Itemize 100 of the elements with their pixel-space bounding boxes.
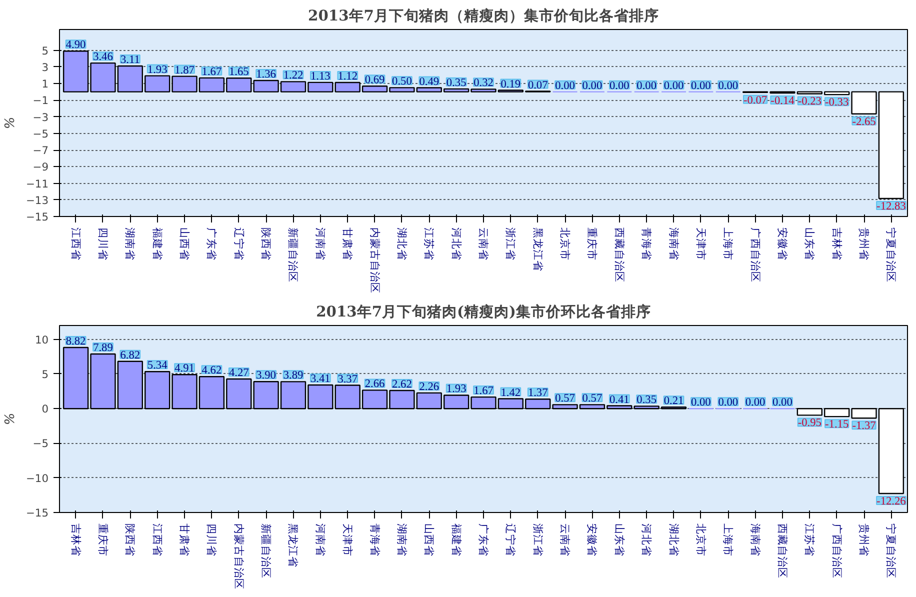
data-label: 0.00: [718, 396, 738, 409]
x-tick-label: 甘肃省: [341, 228, 354, 260]
x-tick-label: 青海省: [368, 524, 382, 556]
y-tick-label: 5: [42, 44, 48, 58]
x-tick-label: 海南省: [748, 524, 762, 556]
x-tick-label: 山西省: [422, 524, 436, 556]
x-tick-label: 浙江省: [531, 524, 544, 556]
y-tick-label: −3: [32, 110, 49, 124]
data-label: 1.22: [283, 70, 304, 82]
x-tick-label: 广东省: [205, 228, 218, 260]
x-tick-label: 北京市: [694, 524, 708, 556]
data-label: 3.89: [283, 370, 304, 382]
data-label: 4.90: [66, 39, 86, 52]
data-label: 4.62: [202, 364, 222, 377]
data-label: -12.83: [876, 200, 906, 212]
x-tick-label: 黑龙江省: [286, 524, 300, 568]
x-tick-label: 云南省: [477, 228, 490, 260]
y-tick-label: −11: [26, 177, 49, 190]
y-tick-label: 10: [34, 333, 49, 346]
data-label: 1.65: [228, 66, 250, 78]
x-tick-label: 贵州省: [858, 228, 871, 260]
x-tick-label: 山西省: [178, 228, 192, 260]
data-label: -0.33: [825, 96, 849, 109]
data-label: 1.13: [310, 70, 331, 82]
x-tick-label: 上海市: [722, 524, 735, 556]
data-label: 1.93: [147, 64, 168, 76]
data-label: -2.65: [852, 116, 876, 128]
x-tick-label: 陕西省: [124, 524, 137, 556]
x-tick-label: 天津市: [694, 228, 708, 260]
y-tick-label: −10: [26, 472, 49, 485]
x-tick-label: 西藏自治区: [776, 524, 789, 578]
data-label: -12.26: [876, 496, 906, 508]
data-label: 1.67: [202, 66, 222, 78]
data-label: 8.82: [66, 336, 86, 348]
y-tick-label: −13: [26, 194, 49, 207]
x-tick-label: 甘肃省: [178, 524, 192, 556]
x-tick-label: 上海市: [722, 228, 735, 260]
data-label: 2.66: [364, 378, 386, 390]
y-tick-label: −15: [26, 210, 49, 224]
x-tick-label: 北京市: [558, 228, 572, 260]
data-label: 1.42: [500, 386, 521, 399]
x-tick-label: 湖北省: [667, 524, 680, 556]
data-label: 0.00: [691, 396, 712, 409]
data-label: -0.14: [770, 94, 795, 107]
data-label: 0.57: [582, 392, 602, 405]
chart-title: 2013年7月下旬猪肉（精瘦肉）集市价旬比各省排序: [308, 6, 660, 24]
data-label: -0.95: [798, 417, 822, 430]
data-label: 0.69: [364, 74, 386, 86]
x-tick-label: 宁夏自治区: [884, 524, 898, 578]
x-tick-label: 宁夏自治区: [884, 228, 898, 282]
data-label: 0.21: [664, 395, 684, 408]
x-tick-label: 辽宁省: [504, 524, 518, 556]
data-label: 5.34: [147, 360, 168, 372]
data-label: 1.36: [256, 68, 276, 81]
x-tick-label: 海南省: [667, 228, 680, 260]
x-tick-label: 河南省: [314, 524, 327, 556]
x-tick-label: 吉林省: [69, 524, 82, 556]
y-tick-label: −1: [32, 94, 49, 108]
data-label: 0.00: [664, 80, 684, 92]
x-tick-label: 云南省: [558, 524, 572, 556]
data-label: 1.87: [174, 64, 195, 76]
x-tick-label: 安徽省: [586, 524, 599, 556]
data-label: 0.00: [772, 396, 793, 409]
y-axis-title: %: [3, 116, 18, 130]
data-label: 0.07: [528, 79, 548, 92]
data-label: 0.19: [500, 78, 521, 90]
x-tick-label: 内蒙古自治区: [368, 228, 382, 294]
y-tick-label: −9: [32, 160, 49, 174]
data-label: -0.07: [743, 94, 768, 106]
x-tick-label: 福建省: [150, 228, 164, 260]
x-tick-label: 四川省: [205, 524, 218, 556]
data-label: 3.90: [256, 370, 276, 382]
data-label: 1.37: [528, 387, 548, 400]
data-label: 3.46: [93, 51, 114, 64]
data-label: 3.11: [120, 54, 140, 66]
data-label: 4.91: [174, 362, 194, 375]
data-label: 0.50: [392, 76, 412, 88]
x-tick-label: 安徽省: [776, 228, 789, 260]
x-tick-label: 河北省: [450, 228, 463, 260]
x-tick-label: 贵州省: [858, 524, 871, 556]
y-tick-label: 5: [42, 368, 48, 381]
y-tick-label: −5: [32, 437, 49, 450]
x-tick-label: 广西自治区: [830, 524, 844, 578]
y-axis-title: %: [3, 412, 18, 426]
x-tick-label: 江苏省: [422, 228, 436, 260]
x-tick-label: 江西省: [69, 228, 82, 260]
data-label: 0.35: [446, 76, 467, 89]
x-tick-label: 天津市: [341, 524, 354, 556]
x-tick-label: 陕西省: [260, 228, 273, 260]
x-tick-label: 新疆自治区: [260, 524, 273, 578]
x-tick-label: 新疆自治区: [286, 228, 300, 282]
x-tick-label: 黑龙江省: [531, 228, 544, 272]
data-label: 0.00: [718, 80, 738, 92]
x-tick-label: 青海省: [640, 228, 654, 260]
data-label: 0.00: [745, 396, 766, 409]
data-label: 0.41: [609, 394, 630, 406]
y-tick-label: −5: [32, 127, 49, 140]
data-label: 0.00: [691, 80, 712, 92]
y-tick-label: 3: [42, 60, 48, 74]
y-tick-label: −15: [26, 506, 49, 520]
